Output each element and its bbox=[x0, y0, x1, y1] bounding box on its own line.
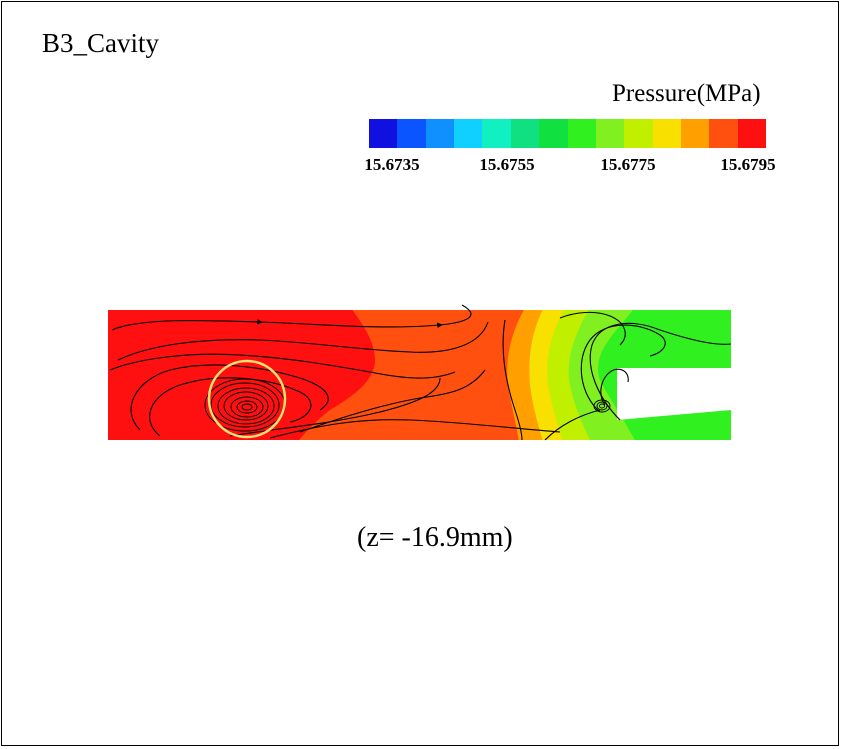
streamline bbox=[502, 319, 523, 441]
colorbar-segment bbox=[595, 119, 625, 148]
streamline bbox=[269, 419, 561, 439]
colorbar-tick-1: 15.6735 bbox=[364, 155, 420, 174]
band-red bbox=[108, 310, 375, 440]
streamlines bbox=[109, 304, 732, 441]
colorbar-segment bbox=[652, 119, 681, 148]
figure-title: B3_Cavity bbox=[42, 28, 160, 58]
colorbar-segment bbox=[539, 119, 568, 148]
colorbar-segment bbox=[454, 119, 483, 148]
colorbar-segment bbox=[709, 119, 738, 148]
colorbar-title: Pressure(MPa) bbox=[612, 80, 761, 107]
streamline bbox=[109, 353, 456, 379]
streamline bbox=[130, 364, 329, 431]
vortex-highlight-circle bbox=[207, 359, 287, 439]
colorbar-segment bbox=[737, 119, 767, 148]
contour-bands bbox=[108, 310, 731, 440]
streamline bbox=[559, 311, 626, 346]
colorbar-segment bbox=[567, 119, 596, 148]
streamline bbox=[589, 322, 732, 421]
colorbar-segment bbox=[510, 119, 540, 148]
colorbar-segment bbox=[397, 119, 426, 148]
colorbar-segment bbox=[425, 119, 455, 148]
pressure-colorbar bbox=[369, 119, 767, 148]
slice-position-caption: (z= -16.9mm) bbox=[357, 522, 513, 553]
streamline bbox=[111, 304, 472, 331]
colorbar-tick-3: 15.6775 bbox=[600, 155, 656, 174]
streamline bbox=[117, 321, 489, 361]
colorbar-tick-4: 15.6795 bbox=[720, 155, 776, 174]
streamline bbox=[580, 324, 666, 413]
colorbar-tick-2: 15.6755 bbox=[479, 155, 535, 174]
colorbar-segment bbox=[369, 119, 398, 148]
colorbar-segment bbox=[482, 119, 511, 148]
streamline bbox=[544, 409, 601, 441]
streamline bbox=[149, 377, 312, 437]
colorbar-segment bbox=[680, 119, 710, 148]
colorbar-segment bbox=[624, 119, 653, 148]
streamline bbox=[600, 368, 629, 406]
secondary-vortex bbox=[593, 399, 611, 413]
